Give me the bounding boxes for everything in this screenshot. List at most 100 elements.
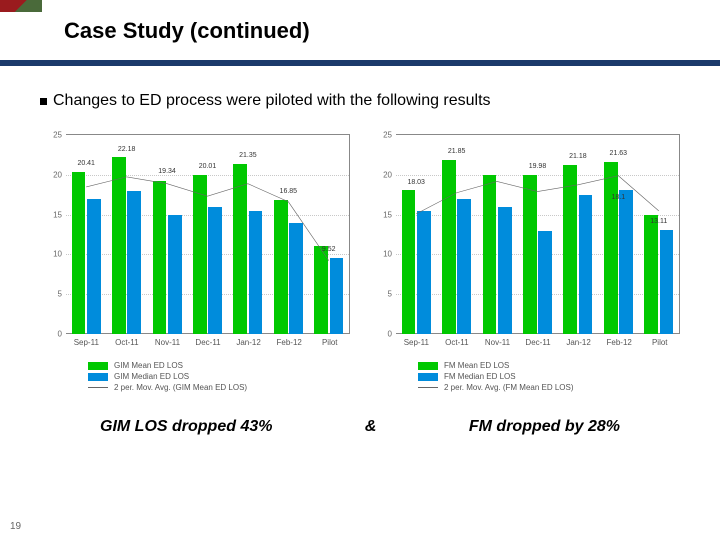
legend-line-icon xyxy=(88,387,108,388)
bar-blue xyxy=(417,211,431,334)
bar-group: 16.85 xyxy=(268,135,308,334)
y-tick-label: 5 xyxy=(372,290,392,299)
legend-label: GIM Median ED LOS xyxy=(114,372,189,381)
value-label: 21.63 xyxy=(610,150,628,157)
slide-corner-accent xyxy=(0,0,42,12)
x-tick-label: Pilot xyxy=(639,334,680,347)
bar-green xyxy=(604,162,618,334)
bar-blue xyxy=(457,199,471,334)
legend-label: GIM Mean ED LOS xyxy=(114,361,183,370)
value-label: 22.18 xyxy=(118,146,136,153)
bar-blue xyxy=(127,191,141,334)
legend-swatch-green xyxy=(418,362,438,370)
chart-right-xlabels: Sep-11Oct-11Nov-11Dec-11Jan-12Feb-12Pilo… xyxy=(396,334,680,347)
value-label: 19.34 xyxy=(158,168,176,175)
legend-label: FM Mean ED LOS xyxy=(444,361,509,370)
x-tick-label: Sep-11 xyxy=(396,334,437,347)
legend-line-icon xyxy=(418,387,438,388)
x-tick-label: Dec-11 xyxy=(188,334,229,347)
y-tick-label: 10 xyxy=(372,250,392,259)
y-tick-label: 5 xyxy=(42,290,62,299)
bar-green xyxy=(72,172,86,334)
bar-group: 9.52 xyxy=(309,135,349,334)
slide-title: Case Study (continued) xyxy=(64,18,720,44)
x-tick-label: Jan-12 xyxy=(558,334,599,347)
bar-green xyxy=(112,157,126,334)
y-tick-label: 0 xyxy=(42,330,62,339)
legend-swatch-blue xyxy=(418,373,438,381)
bar-blue xyxy=(660,230,674,334)
bar-group: 21.63 18.1 xyxy=(598,135,638,334)
legend-label: 2 per. Mov. Avg. (GIM Mean ED LOS) xyxy=(114,383,247,392)
bar-group: 19.34 xyxy=(147,135,187,334)
x-tick-label: Nov-11 xyxy=(477,334,518,347)
bar-group: 21.18 xyxy=(558,135,598,334)
y-tick-label: 0 xyxy=(372,330,392,339)
y-tick-label: 10 xyxy=(42,250,62,259)
caption-ampersand: & xyxy=(365,418,377,436)
bar-green xyxy=(442,160,456,334)
x-tick-label: Nov-11 xyxy=(147,334,188,347)
bullet-row: Changes to ED process were piloted with … xyxy=(40,92,680,110)
value-label: 21.85 xyxy=(448,148,466,155)
chart-left-plot: 051015202520.4122.1819.3420.0121.3516.85… xyxy=(66,134,350,334)
y-tick-label: 25 xyxy=(372,131,392,140)
value-label: 20.41 xyxy=(77,160,95,167)
bar-blue xyxy=(87,199,101,334)
chart-right-legend: FM Mean ED LOS FM Median ED LOS 2 per. M… xyxy=(418,361,680,392)
x-tick-label: Oct-11 xyxy=(107,334,148,347)
x-tick-label: Pilot xyxy=(309,334,350,347)
value-label: 16.85 xyxy=(280,188,298,195)
value-label: 18.03 xyxy=(407,179,425,186)
caption-left: GIM LOS dropped 43% xyxy=(100,418,272,436)
legend-label: FM Median ED LOS xyxy=(444,372,516,381)
bar-green xyxy=(523,175,537,334)
bar-blue xyxy=(579,195,593,334)
x-tick-label: Dec-11 xyxy=(518,334,559,347)
value-label: 18.1 xyxy=(612,194,626,201)
legend-label: 2 per. Mov. Avg. (FM Mean ED LOS) xyxy=(444,383,574,392)
y-tick-label: 15 xyxy=(42,210,62,219)
bar-groups: 18.0321.8519.9821.1821.6318.113.11 xyxy=(396,135,679,334)
bar-green xyxy=(563,165,577,334)
bar-group: 22.18 xyxy=(106,135,146,334)
bullet-text: Changes to ED process were piloted with … xyxy=(53,92,491,110)
bar-blue xyxy=(289,223,303,334)
bar-blue xyxy=(168,215,182,334)
chart-left: 0 5 10 15 20 25 20.41 22.18 19.34 20.01 21.35 16.85… xyxy=(40,134,350,394)
value-label: 21.35 xyxy=(239,152,257,159)
title-area: Case Study (continued) xyxy=(0,0,720,44)
y-tick-label: 20 xyxy=(42,170,62,179)
chart-left-xlabels: Sep-11Oct-11Nov-11Dec-11Jan-12Feb-12Pilo… xyxy=(66,334,350,347)
bar-group: 13.11 xyxy=(639,135,679,334)
x-tick-label: Sep-11 xyxy=(66,334,107,347)
legend-swatch-blue xyxy=(88,373,108,381)
bar-green xyxy=(274,200,288,334)
bar-groups: 20.41 22.18 19.34 20.01 21.35 16.85 9.52 xyxy=(66,135,349,334)
page-number: 19 xyxy=(10,521,21,532)
bar-group: 21.85 xyxy=(436,135,476,334)
value-label: 21.18 xyxy=(569,153,587,160)
bar-green xyxy=(314,246,328,334)
y-tick-label: 25 xyxy=(42,131,62,140)
bar-blue xyxy=(208,207,222,334)
bar-green xyxy=(644,215,658,334)
chart-right: 051015202518.0321.8519.9821.1821.6318.11… xyxy=(370,134,680,394)
chart-left-legend: GIM Mean ED LOS GIM Median ED LOS 2 per.… xyxy=(88,361,350,392)
bar-group xyxy=(477,135,517,334)
x-tick-label: Jan-12 xyxy=(228,334,269,347)
caption-right: FM dropped by 28% xyxy=(469,418,620,436)
bar-group: 21.35 xyxy=(228,135,268,334)
bullet-square-icon xyxy=(40,98,47,105)
bar-blue xyxy=(498,207,512,334)
bar-green xyxy=(153,181,167,334)
x-tick-label: Feb-12 xyxy=(599,334,640,347)
bar-green xyxy=(193,175,207,334)
value-label: 13.11 xyxy=(650,218,667,225)
bar-green xyxy=(483,175,497,334)
bar-group: 20.01 xyxy=(187,135,227,334)
y-tick-label: 20 xyxy=(372,170,392,179)
slide-body: Changes to ED process were piloted with … xyxy=(0,66,720,436)
value-label: 20.01 xyxy=(199,163,217,170)
x-tick-label: Oct-11 xyxy=(437,334,478,347)
